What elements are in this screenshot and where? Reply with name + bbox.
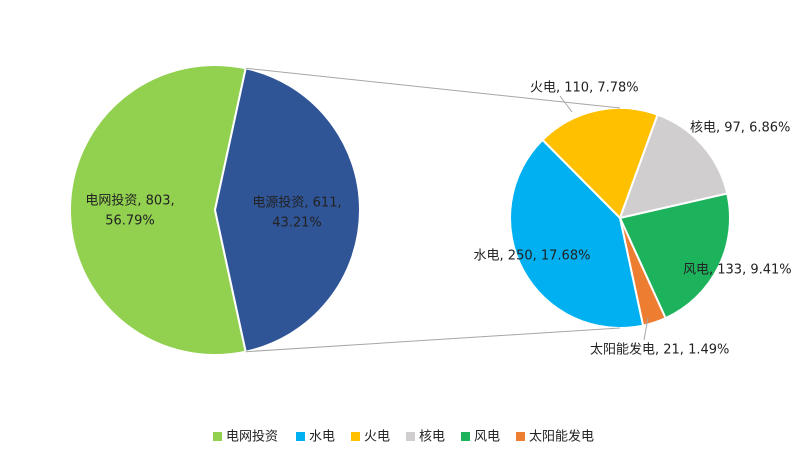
legend-swatch [461, 432, 470, 441]
pie-slice [618, 113, 729, 220]
pie-slice [68, 64, 247, 356]
data-label: 风电, 133, 9.41% [683, 263, 792, 278]
pie-slice [213, 67, 361, 353]
legend-swatch [351, 432, 360, 441]
legend-label: 风电 [474, 430, 500, 445]
pie-slice [541, 107, 659, 220]
pie-slice [618, 192, 731, 320]
data-label: 核电, 97, 6.86% [690, 121, 790, 136]
leader-line [559, 95, 573, 113]
legend-swatch [213, 432, 222, 441]
data-label: 电源投资, 611, [252, 195, 341, 211]
data-label: 太阳能发电, 21, 1.49% [590, 342, 729, 358]
pie-slice [509, 138, 645, 329]
legend-label: 电网投资 [226, 429, 278, 445]
data-label: 56.79% [105, 214, 155, 229]
legend-label: 太阳能发电 [529, 429, 594, 445]
data-label: 43.21% [272, 216, 322, 231]
connector-line [245, 327, 621, 353]
connector-line [245, 67, 621, 109]
legend-label: 火电 [364, 430, 390, 445]
legend-swatch [516, 432, 525, 441]
legend-label: 水电 [309, 430, 335, 445]
data-label: 水电, 250, 17.68% [474, 249, 591, 264]
legend-swatch [296, 432, 305, 441]
data-label: 电网投资, 803, [85, 193, 174, 209]
legend-swatch [406, 432, 415, 441]
legend-label: 核电 [419, 430, 445, 445]
leader-line [643, 317, 649, 341]
data-label: 火电, 110, 7.78% [530, 81, 639, 96]
